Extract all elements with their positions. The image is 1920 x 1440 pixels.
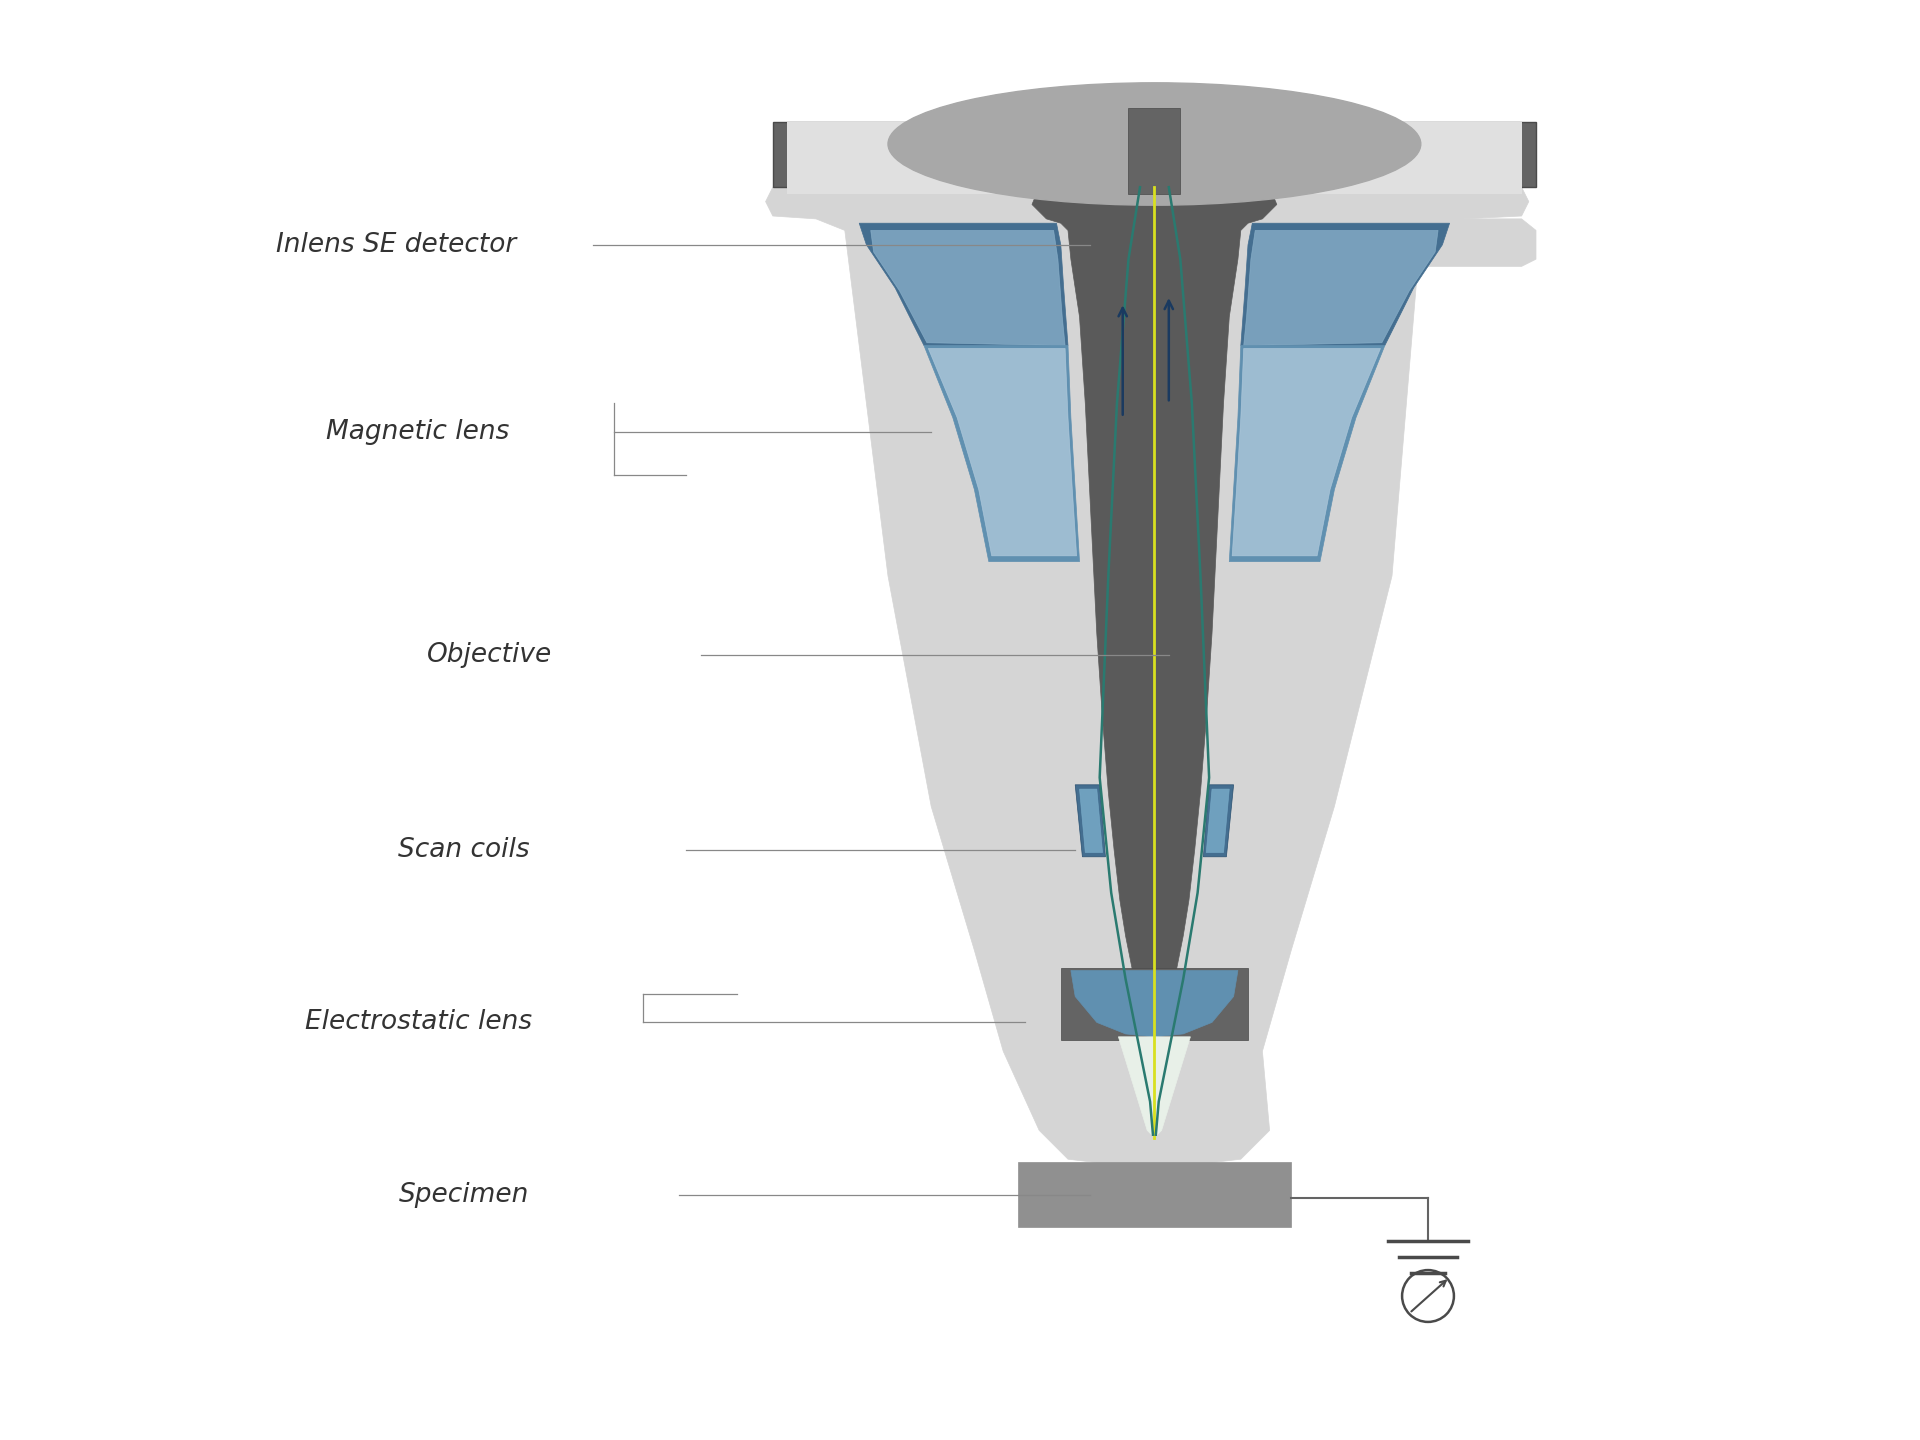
Polygon shape [1117,1037,1190,1138]
Text: Scan coils: Scan coils [399,837,530,863]
Bar [787,122,1521,194]
Polygon shape [860,223,1068,346]
Bar [1062,968,1248,1040]
Bar [1129,108,1181,194]
Polygon shape [1071,971,1238,1037]
Polygon shape [924,346,1079,562]
Text: Specimen: Specimen [399,1182,528,1208]
Polygon shape [1079,789,1102,852]
Ellipse shape [889,84,1421,206]
Text: Inlens SE detector: Inlens SE detector [276,232,516,258]
Polygon shape [1033,187,1277,1068]
Polygon shape [1240,223,1450,346]
Polygon shape [872,230,1066,346]
Polygon shape [1204,785,1233,857]
Polygon shape [1075,785,1106,857]
Polygon shape [1206,789,1229,852]
Bar [772,122,1536,187]
Text: Magnetic lens: Magnetic lens [326,419,511,445]
Polygon shape [1229,346,1384,562]
Polygon shape [1233,348,1380,556]
Bar [1018,1162,1290,1227]
Polygon shape [1421,219,1536,266]
Text: Objective: Objective [428,642,553,668]
Polygon shape [766,187,1528,1169]
Polygon shape [1244,230,1438,346]
Polygon shape [929,348,1077,556]
Text: Electrostatic lens: Electrostatic lens [305,1009,532,1035]
